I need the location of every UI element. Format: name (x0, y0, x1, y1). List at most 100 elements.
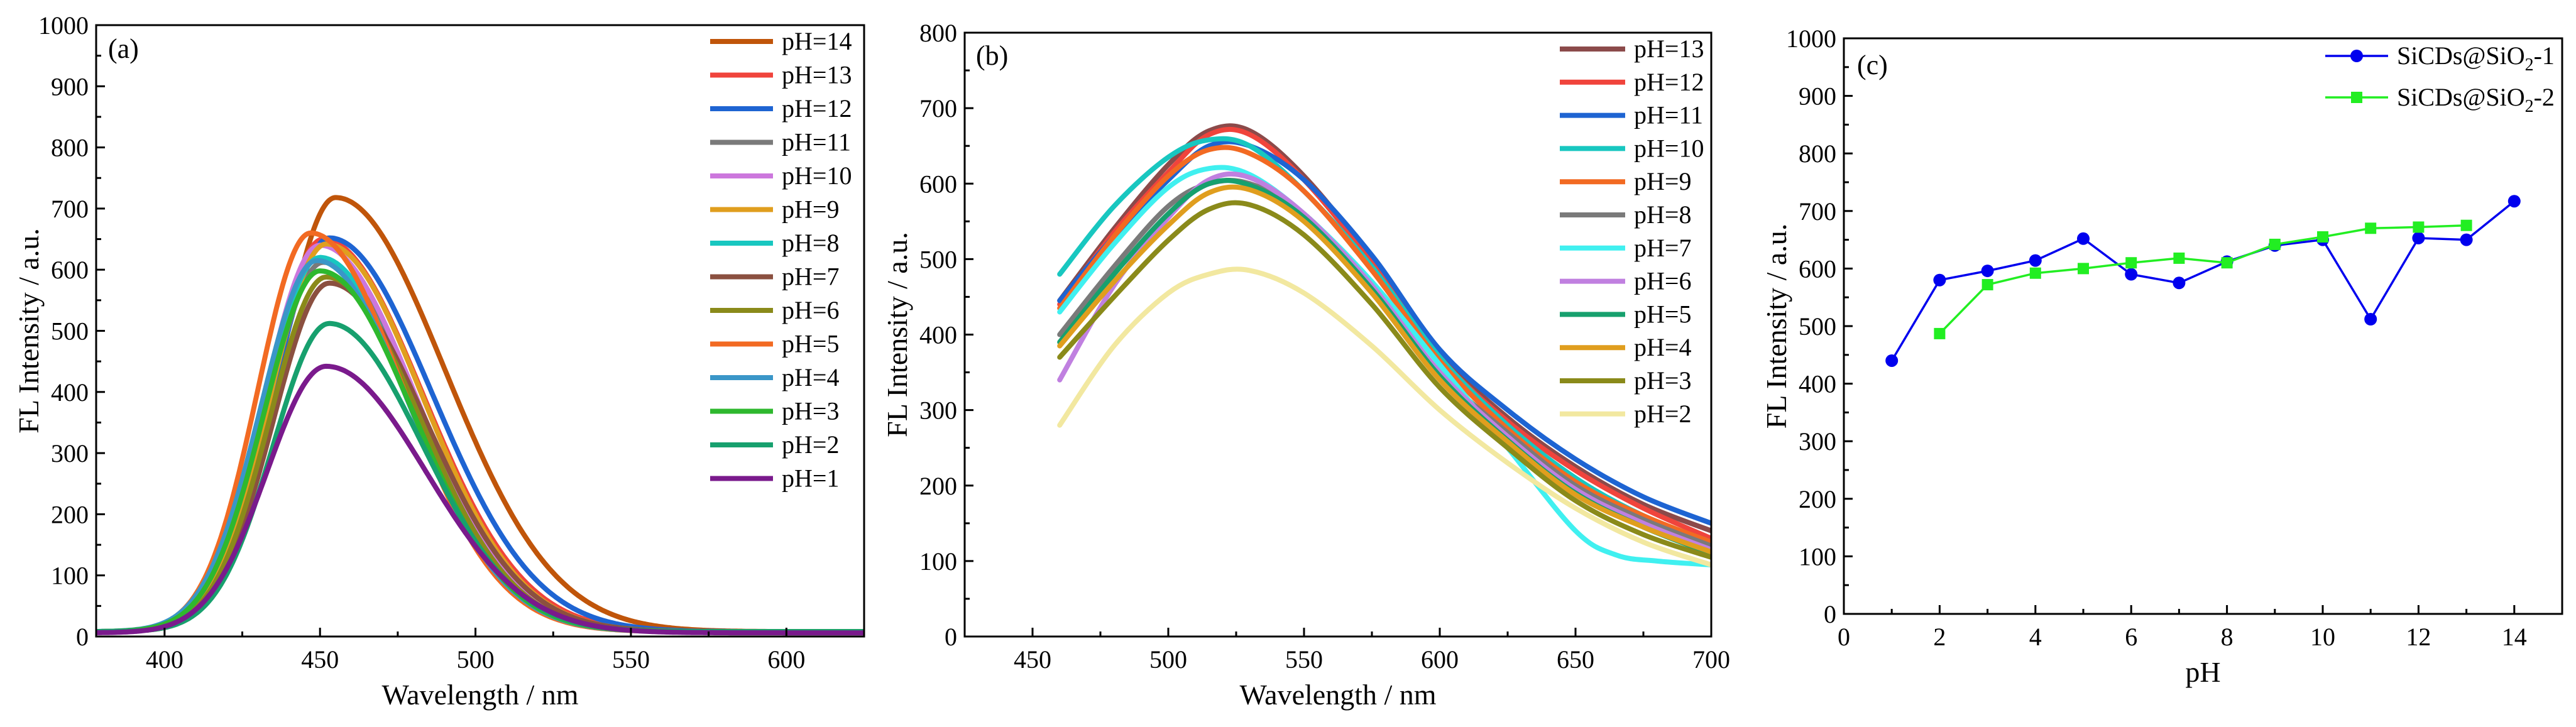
y-tick-label: 400 (1799, 370, 1836, 398)
y-tick-label: 1000 (38, 11, 89, 40)
legend-label-subscript: 2 (2525, 97, 2534, 116)
y-tick-label: 600 (51, 256, 89, 284)
data-point (2507, 195, 2521, 208)
legend-label: pH=13 (1634, 35, 1704, 63)
x-axis-title: Wavelength / nm (381, 679, 578, 711)
data-point (2029, 254, 2042, 267)
series-line-3 (1057, 139, 1711, 526)
legend-label: pH=2 (782, 430, 839, 459)
y-tick-label: 0 (945, 623, 957, 651)
panel-c-ph-intensity-chart: 0 100 200 300 400 500 600 700 800 900 1000 0 2 4 6 8 10 1… (1760, 25, 2563, 688)
legend-label: pH=4 (1634, 333, 1691, 361)
series-line-10 (1057, 184, 1711, 555)
legend-label: pH=8 (782, 229, 839, 257)
legend-label: pH=5 (782, 330, 839, 358)
legend-label: pH=4 (782, 363, 839, 391)
data-point (2221, 257, 2233, 269)
data-point (1981, 279, 1993, 291)
x-tick-label: 10 (2310, 623, 2335, 651)
data-point (1933, 273, 1946, 287)
x-tick-label: 4 (2029, 623, 2042, 651)
y-tick-label: 800 (1799, 139, 1836, 168)
data-point (2460, 233, 2473, 246)
legend-label: pH=8 (1634, 200, 1691, 229)
y-tick-label: 800 (919, 19, 957, 47)
y-tick-label: 400 (919, 321, 957, 349)
data-point (1885, 354, 1899, 367)
x-tick-label: 400 (146, 645, 184, 674)
data-point (2365, 222, 2377, 234)
series-line-7 (1057, 165, 1711, 567)
legend-label: pH=3 (782, 397, 839, 425)
legend-label: pH=6 (1634, 267, 1691, 295)
data-point (2413, 221, 2425, 233)
plot-frame (1843, 37, 2563, 615)
legend-label: SiCDs@SiO2-2 (2397, 83, 2555, 116)
legend-label: pH=6 (782, 296, 839, 324)
series-line-2 (1939, 224, 2467, 335)
legend: pH=14 pH=13 pH=12 pH=11 pH=10 pH=9 pH=8 pH=7 pH=… (710, 27, 852, 493)
y-tick-label: 500 (51, 317, 89, 346)
y-tick-label: 500 (1799, 312, 1836, 341)
data-point (2173, 276, 2186, 290)
legend-label: pH=10 (782, 161, 852, 190)
x-tick-label: 500 (1149, 645, 1187, 674)
y-axis-title: FL Intensity / a.u. (881, 232, 913, 437)
plot-area (1057, 123, 1711, 567)
legend-label: pH=2 (1634, 400, 1691, 428)
y-tick-label: 200 (51, 500, 89, 528)
data-point (2029, 267, 2041, 279)
y-tick-label: 0 (1824, 600, 1836, 628)
data-point (1981, 265, 1994, 278)
x-tick-label: 500 (457, 645, 495, 674)
data-point (2173, 252, 2185, 264)
y-tick-label: 500 (919, 245, 957, 273)
legend-label: pH=9 (782, 195, 839, 224)
y-tick-label: 100 (1799, 542, 1836, 571)
data-point (2317, 231, 2328, 243)
data-point (2077, 232, 2090, 245)
y-tick-label: 600 (919, 170, 957, 198)
panel-tag: (b) (976, 40, 1008, 71)
y-tick-label: 1000 (1786, 25, 1836, 53)
legend-label: pH=11 (1634, 101, 1703, 129)
x-tick-label: 2 (1933, 623, 1946, 651)
data-point (2125, 257, 2137, 269)
y-tick-label: 900 (51, 72, 89, 101)
legend-label: SiCDs@SiO2-1 (2397, 41, 2555, 75)
y-tick-label: 100 (919, 547, 957, 576)
y-tick-label: 900 (1799, 82, 1836, 111)
y-tick-label: 300 (51, 439, 89, 467)
y-tick-label: 700 (919, 94, 957, 123)
y-tick-label: 0 (76, 623, 89, 651)
plot-area (1885, 195, 2521, 367)
x-tick-label: 700 (1692, 645, 1730, 674)
legend-label: pH=7 (1634, 234, 1691, 262)
y-tick-label: 100 (51, 562, 89, 590)
legend-label: pH=7 (782, 263, 839, 291)
x-tick-label: 0 (1838, 623, 1850, 651)
x-tick-label: 450 (1014, 645, 1051, 674)
series-line-14 (96, 363, 864, 636)
legend-label: pH=3 (1634, 366, 1691, 395)
series-line-12 (1057, 266, 1711, 567)
data-point (2364, 313, 2377, 326)
y-tick-label: 200 (1799, 485, 1836, 513)
legend-label: pH=13 (782, 61, 852, 89)
legend-label-subscript: 2 (2525, 55, 2534, 75)
series-line-1 (1890, 200, 2515, 361)
x-tick-label: 6 (2125, 623, 2137, 651)
legend-label: pH=14 (782, 27, 852, 55)
data-point (2269, 238, 2281, 250)
y-axis-title: FL Intensity / a.u. (1760, 224, 1792, 429)
x-tick-label: 550 (612, 645, 650, 674)
legend-label: pH=10 (1634, 134, 1704, 162)
legend-marker (2351, 92, 2362, 103)
series-line-11 (1057, 200, 1711, 560)
legend-label-suffix: -2 (2534, 83, 2555, 111)
y-tick-label: 700 (51, 195, 89, 223)
data-point (2460, 219, 2472, 231)
x-tick-label: 8 (2221, 623, 2233, 651)
x-tick-label: 12 (2406, 623, 2431, 651)
y-tick-label: 200 (919, 472, 957, 500)
